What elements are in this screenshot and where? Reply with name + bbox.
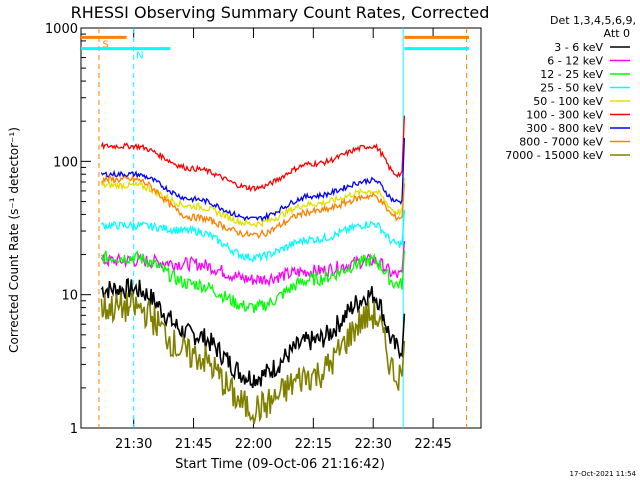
- legend-label-0: 3 - 6 keV: [554, 41, 603, 54]
- legend-header-line-2: Att 0: [604, 27, 630, 40]
- legend-label-4: 50 - 100 keV: [533, 95, 603, 108]
- legend-label-2: 12 - 25 keV: [540, 68, 603, 81]
- x-tick-label: 21:30: [115, 437, 152, 452]
- x-tick-label: 22:45: [414, 437, 451, 452]
- y-tick-label: 1: [70, 422, 78, 437]
- legend-label-6: 300 - 800 keV: [526, 122, 603, 135]
- series-group: [100, 115, 406, 425]
- legend-label-7: 800 - 7000 keV: [519, 136, 603, 149]
- chart-title: RHESSI Observing Summary Count Rates, Co…: [71, 3, 490, 22]
- legend-label-8: 7000 - 15000 keV: [505, 149, 603, 162]
- series-line-8: [100, 290, 406, 425]
- legend-label-1: 6 - 12 keV: [547, 55, 603, 68]
- flag-label-0: S: [103, 39, 109, 50]
- x-axis-label: Start Time (09-Oct-06 21:16:42): [175, 457, 385, 472]
- flag-label-1: N: [136, 51, 143, 62]
- series-line-7: [100, 174, 406, 240]
- x-tick-label: 22:00: [235, 437, 272, 452]
- y-tick-label: 1000: [45, 22, 78, 37]
- legend-label-5: 100 - 300 keV: [526, 109, 603, 122]
- series-line-6: [100, 137, 406, 223]
- series-line-0: [100, 277, 406, 389]
- x-tick-label: 22:15: [295, 437, 332, 452]
- series-line-5: [100, 115, 406, 193]
- series-line-2: [100, 250, 406, 313]
- plot-frame: [80, 27, 482, 429]
- y-tick-label: 100: [53, 155, 78, 170]
- y-axis-label: Corrected Count Rate (s⁻¹ detector⁻¹): [7, 127, 21, 353]
- y-tick-label: 10: [61, 289, 78, 304]
- legend-label-3: 25 - 50 keV: [540, 82, 603, 95]
- series-line-4: [100, 177, 406, 229]
- x-tick-label: 21:45: [175, 437, 212, 452]
- x-tick-label: 22:30: [354, 437, 391, 452]
- series-line-3: [100, 209, 406, 263]
- legend-header-line-1: Det 1,3,4,5,6,9,: [550, 14, 636, 27]
- timestamp: 17-Oct-2021 11:54: [570, 470, 637, 478]
